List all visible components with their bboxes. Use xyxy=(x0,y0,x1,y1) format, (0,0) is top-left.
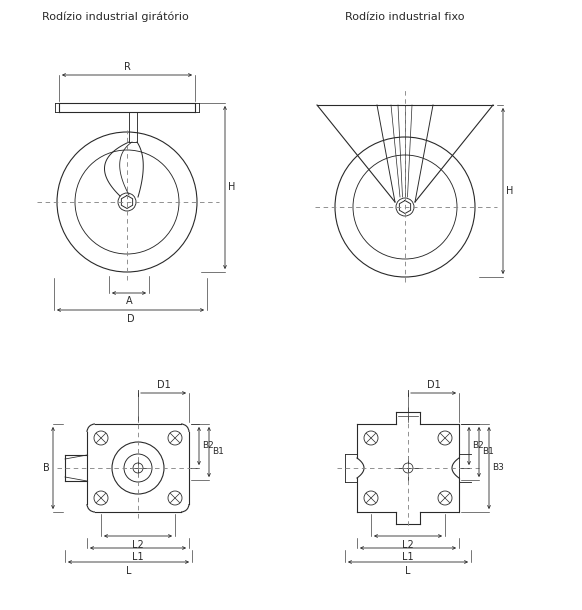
Text: L1: L1 xyxy=(402,551,414,561)
Text: H: H xyxy=(228,182,235,193)
Text: L: L xyxy=(126,565,132,575)
Text: L2: L2 xyxy=(132,539,144,550)
Text: D1: D1 xyxy=(427,379,441,390)
Text: L1: L1 xyxy=(132,551,144,561)
Text: D: D xyxy=(127,314,134,323)
Text: Rodízio industrial girátório: Rodízio industrial girátório xyxy=(42,12,189,23)
Text: L: L xyxy=(405,565,411,575)
Text: R: R xyxy=(123,62,130,71)
Text: B1: B1 xyxy=(212,448,224,456)
Text: B2: B2 xyxy=(472,442,484,451)
Text: D1: D1 xyxy=(157,379,171,390)
Text: B1: B1 xyxy=(482,448,494,456)
Text: L2: L2 xyxy=(402,539,414,550)
Text: B3: B3 xyxy=(492,464,504,473)
Text: B: B xyxy=(43,463,50,473)
Text: Rodízio industrial fixo: Rodízio industrial fixo xyxy=(345,12,465,22)
Text: A: A xyxy=(126,296,132,306)
Text: H: H xyxy=(506,186,513,196)
Text: B2: B2 xyxy=(202,442,214,451)
